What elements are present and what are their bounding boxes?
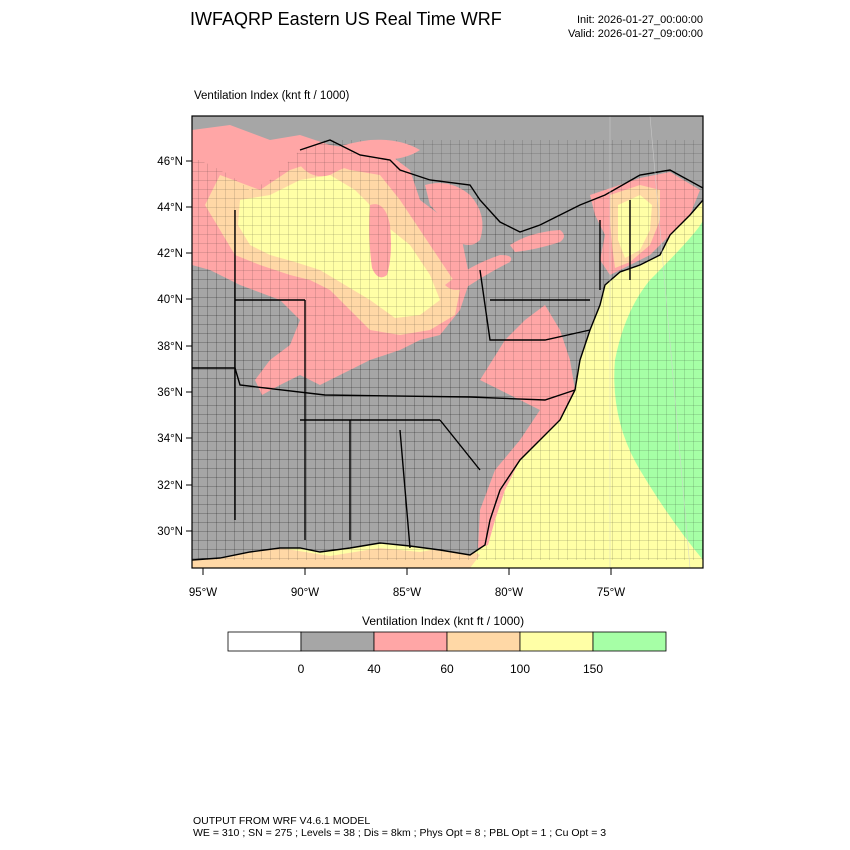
colorbar-threshold-label: 40: [367, 662, 381, 676]
colorbar-threshold-label: 100: [510, 662, 530, 676]
colorbar-swatch: [519, 631, 594, 652]
lon-tick-label: 90°W: [291, 587, 319, 599]
page-title: IWFAQRP Eastern US Real Time WRF: [190, 9, 502, 29]
footer-params: WE = 310 ; SN = 275 ; Levels = 38 ; Dis …: [193, 827, 607, 839]
colorbar-swatch: [592, 631, 667, 652]
colorbar-swatch: [227, 631, 302, 652]
colorbar-swatch: [373, 631, 448, 652]
lat-tick-label: 32°N: [157, 480, 183, 492]
lat-tick-label: 42°N: [157, 248, 183, 260]
lat-tick-label: 44°N: [157, 202, 183, 214]
lat-tick-label: 34°N: [157, 433, 183, 445]
longitude-axis: 95°W 90°W 85°W 80°W 75°W: [189, 568, 625, 599]
lat-tick-label: 46°N: [157, 156, 183, 168]
graticule: [609, 116, 691, 568]
lon-tick-label: 80°W: [495, 587, 523, 599]
colorbar-threshold-label: 150: [583, 662, 603, 676]
colorbar: 0 40 60 100 150: [227, 631, 667, 676]
lon-tick-label: 95°W: [189, 587, 217, 599]
model-times: Init: 2026-01-27_00:00:00 Valid: 2026-01…: [568, 13, 703, 41]
colorbar-swatch: [446, 631, 521, 652]
lon-tick-label: 85°W: [393, 587, 421, 599]
lon-tick-label: 75°W: [597, 587, 625, 599]
init-time: Init: 2026-01-27_00:00:00: [577, 14, 703, 26]
legend-title: Ventilation Index (knt ft / 1000): [362, 614, 525, 628]
lat-tick-label: 30°N: [157, 526, 183, 538]
map-area: [192, 116, 703, 568]
footer: OUTPUT FROM WRF V4.6.1 MODEL WE = 310 ; …: [193, 815, 606, 839]
latitude-axis: 46°N 44°N 42°N 40°N 38°N 36°N 34°N 32°N 30°N: [157, 156, 192, 538]
colorbar-threshold-label: 0: [298, 662, 305, 676]
lat-tick-label: 40°N: [157, 294, 183, 306]
map-frame: [191, 115, 704, 569]
field-label: Ventilation Index (knt ft / 1000): [194, 90, 350, 102]
footer-model: OUTPUT FROM WRF V4.6.1 MODEL: [193, 815, 371, 827]
colorbar-threshold-label: 60: [440, 662, 454, 676]
coastline-and-borders: [192, 139, 703, 561]
colorbar-swatch: [300, 631, 375, 652]
lat-tick-label: 36°N: [157, 387, 183, 399]
valid-time: Valid: 2026-01-27_09:00:00: [568, 28, 703, 40]
lat-tick-label: 38°N: [157, 341, 183, 353]
